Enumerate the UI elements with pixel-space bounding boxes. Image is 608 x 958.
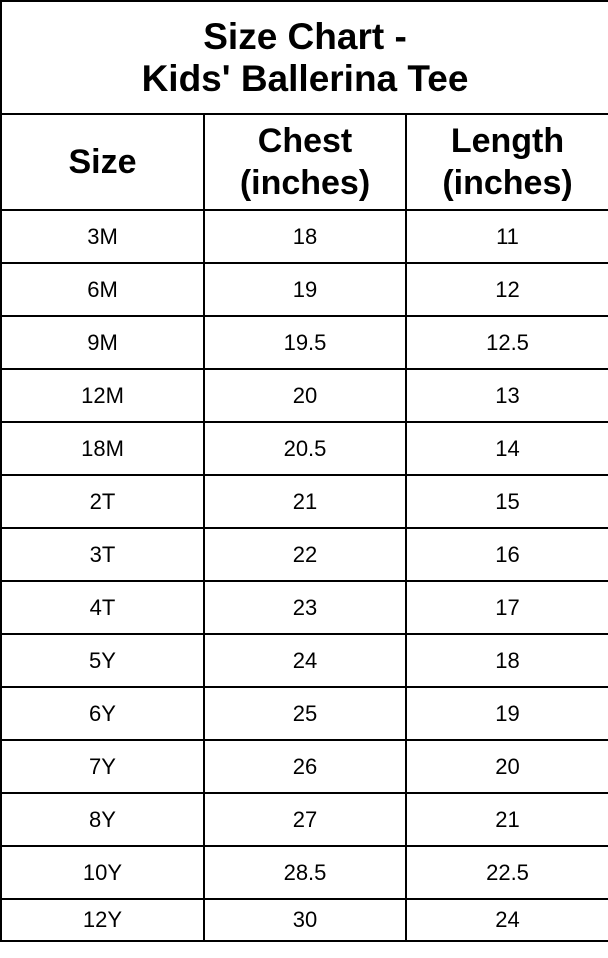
table-row: 6Y 25 19 bbox=[0, 686, 608, 741]
title-line-2: Kids' Ballerina Tee bbox=[141, 57, 469, 99]
table-row: 3M 18 11 bbox=[0, 209, 608, 264]
cell-chest: 23 bbox=[203, 580, 407, 635]
table-row: 9M 19.5 12.5 bbox=[0, 315, 608, 370]
cell-chest: 26 bbox=[203, 739, 407, 794]
table-row: 2T 21 15 bbox=[0, 474, 608, 529]
header-chest-label: Chest bbox=[257, 122, 353, 160]
cell-size: 8Y bbox=[0, 792, 205, 847]
cell-length: 22.5 bbox=[404, 845, 608, 900]
header-row: Size Chest (inches) Length (inches) bbox=[0, 113, 608, 211]
cell-size: 3T bbox=[0, 527, 205, 582]
cell-size: 6Y bbox=[0, 686, 205, 741]
cell-chest: 18 bbox=[203, 209, 407, 264]
cell-size: 12Y bbox=[0, 898, 205, 942]
cell-size: 6M bbox=[0, 262, 205, 317]
cell-chest: 20 bbox=[203, 368, 407, 423]
cell-chest: 21 bbox=[203, 474, 407, 529]
cell-length: 16 bbox=[404, 527, 608, 582]
cell-chest: 19 bbox=[203, 262, 407, 317]
cell-length: 19 bbox=[404, 686, 608, 741]
table-row: 12M 20 13 bbox=[0, 368, 608, 423]
cell-size: 10Y bbox=[0, 845, 205, 900]
cell-length: 24 bbox=[404, 898, 608, 942]
cell-chest: 20.5 bbox=[203, 421, 407, 476]
table-row: 6M 19 12 bbox=[0, 262, 608, 317]
table-row: 7Y 26 20 bbox=[0, 739, 608, 794]
cell-size: 9M bbox=[0, 315, 205, 370]
table-row: 8Y 27 21 bbox=[0, 792, 608, 847]
table-row: 3T 22 16 bbox=[0, 527, 608, 582]
cell-length: 12.5 bbox=[404, 315, 608, 370]
header-size: Size bbox=[0, 113, 205, 211]
header-length-unit: (inches) bbox=[442, 164, 573, 202]
cell-size: 2T bbox=[0, 474, 205, 529]
cell-size: 12M bbox=[0, 368, 205, 423]
header-length: Length (inches) bbox=[404, 113, 608, 211]
header-chest-unit: (inches) bbox=[239, 164, 371, 202]
cell-chest: 19.5 bbox=[203, 315, 407, 370]
header-length-label: Length bbox=[450, 122, 565, 160]
cell-size: 5Y bbox=[0, 633, 205, 688]
cell-chest: 24 bbox=[203, 633, 407, 688]
cell-chest: 30 bbox=[203, 898, 407, 942]
cell-chest: 28.5 bbox=[203, 845, 407, 900]
table-row: 4T 23 17 bbox=[0, 580, 608, 635]
cell-size: 4T bbox=[0, 580, 205, 635]
cell-length: 20 bbox=[404, 739, 608, 794]
cell-chest: 22 bbox=[203, 527, 407, 582]
cell-size: 18M bbox=[0, 421, 205, 476]
cell-length: 18 bbox=[404, 633, 608, 688]
table-row: 18M 20.5 14 bbox=[0, 421, 608, 476]
cell-length: 14 bbox=[404, 421, 608, 476]
cell-length: 13 bbox=[404, 368, 608, 423]
cell-length: 15 bbox=[404, 474, 608, 529]
cell-size: 7Y bbox=[0, 739, 205, 794]
cell-length: 12 bbox=[404, 262, 608, 317]
cell-length: 11 bbox=[404, 209, 608, 264]
table-row: 10Y 28.5 22.5 bbox=[0, 845, 608, 900]
cell-chest: 25 bbox=[203, 686, 407, 741]
table-row: 12Y 30 24 bbox=[0, 898, 608, 942]
table-row: 5Y 24 18 bbox=[0, 633, 608, 688]
cell-size: 3M bbox=[0, 209, 205, 264]
cell-length: 17 bbox=[404, 580, 608, 635]
title-line-1: Size Chart - bbox=[203, 15, 407, 57]
table-title: Size Chart - Kids' Ballerina Tee bbox=[0, 0, 608, 115]
header-chest: Chest (inches) bbox=[203, 113, 407, 211]
cell-chest: 27 bbox=[203, 792, 407, 847]
cell-length: 21 bbox=[404, 792, 608, 847]
